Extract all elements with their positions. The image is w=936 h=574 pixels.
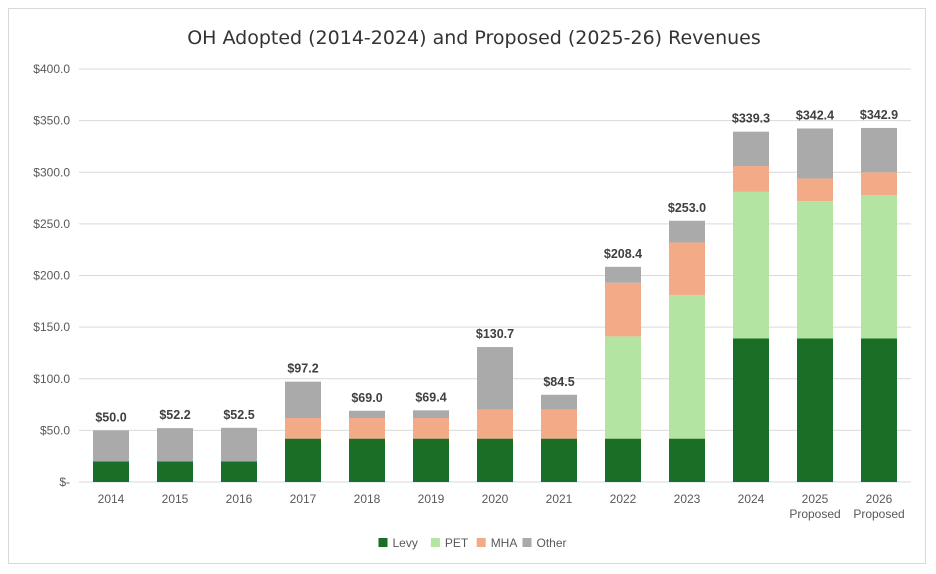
x-tick-label: 2024 — [738, 492, 765, 506]
legend-label-mha: MHA — [491, 536, 518, 550]
legend-swatch-other — [522, 538, 532, 547]
x-tick-label: Proposed — [853, 507, 904, 521]
x-tick-label: Proposed — [789, 507, 840, 521]
bar-segment-other — [157, 428, 193, 462]
y-tick-label: $250.0 — [33, 217, 70, 231]
bar-segment-pet — [669, 295, 705, 439]
bar-segment-mha — [733, 166, 769, 192]
bar-segment-mha — [477, 409, 513, 439]
bar-segment-levy — [605, 438, 641, 482]
bar-segment-other — [669, 220, 705, 243]
total-label: $342.9 — [860, 108, 898, 122]
bar-segment-levy — [669, 438, 705, 482]
bar-segment-other — [93, 430, 129, 462]
bar-segment-other — [349, 410, 385, 418]
chart-frame: OH Adopted (2014-2024) and Proposed (202… — [8, 8, 926, 564]
x-tick-label: 2018 — [354, 492, 381, 506]
bar-segment-other — [861, 127, 897, 173]
chart: OH Adopted (2014-2024) and Proposed (202… — [33, 27, 911, 550]
x-tick-label: 2019 — [418, 492, 445, 506]
bar-segment-mha — [861, 172, 897, 195]
y-tick-label: $400.0 — [33, 62, 70, 76]
total-label: $84.5 — [543, 375, 574, 389]
x-tick-label: 2023 — [674, 492, 701, 506]
x-tick-label: 2021 — [546, 492, 573, 506]
total-label: $97.2 — [287, 362, 318, 376]
gridlines — [79, 68, 911, 483]
x-tick-label: 2015 — [162, 492, 189, 506]
legend-swatch-mha — [476, 538, 486, 547]
bar-segment-mha — [541, 409, 577, 439]
bar-segment-other — [221, 427, 257, 462]
y-tick-label: $200.0 — [33, 269, 70, 283]
legend-swatch-pet — [430, 538, 440, 547]
bar-segment-other — [285, 381, 321, 418]
legend-label-levy: Levy — [393, 536, 418, 550]
bar-segment-other — [477, 347, 513, 410]
legend-swatch-levy — [378, 538, 388, 547]
bar-segment-pet — [733, 191, 769, 339]
total-label: $342.4 — [796, 108, 834, 122]
chart-title: OH Adopted (2014-2024) and Proposed (202… — [187, 27, 761, 49]
x-axis-ticks: 2014 2015 2016 2017 2018 2019 2020 2021 2022 2023… — [98, 492, 905, 521]
bars — [93, 127, 897, 482]
bar-segment-other — [541, 394, 577, 410]
bar-segment-levy — [477, 438, 513, 482]
legend-label-other: Other — [537, 536, 567, 550]
bar-segment-mha — [797, 178, 833, 202]
total-label: $50.0 — [95, 410, 126, 424]
y-tick-label: $300.0 — [33, 165, 70, 179]
bar-segment-levy — [285, 438, 321, 482]
legend-label-pet: PET — [445, 536, 469, 550]
bar-segment-levy — [861, 338, 897, 482]
bar-segment-levy — [541, 438, 577, 482]
bar-segment-mha — [605, 282, 641, 337]
y-tick-label: $100.0 — [33, 372, 70, 386]
bar-segment-mha — [669, 242, 705, 296]
total-labels: $50.0 $52.2 $52.5 $97.2 $69.0 $69.4 $130.7 $84.… — [95, 108, 898, 424]
bar-segment-other — [605, 266, 641, 283]
total-label: $52.2 — [159, 408, 190, 422]
bar-segment-mha — [413, 417, 449, 439]
bar-segment-other — [797, 128, 833, 179]
bar-segment-levy — [221, 461, 257, 482]
x-tick-label: 2026 — [866, 492, 893, 506]
bar-segment-levy — [797, 338, 833, 482]
bar-segment-levy — [413, 438, 449, 482]
y-axis-ticks: $- $50.0 $100.0 $150.0 $200.0 $250.0 $300.0 $35… — [33, 62, 70, 489]
y-tick-label: $50.0 — [40, 423, 70, 437]
bar-segment-levy — [93, 461, 129, 482]
total-label: $130.7 — [476, 327, 514, 341]
bar-segment-pet — [797, 201, 833, 339]
x-tick-label: 2025 — [802, 492, 829, 506]
legend: Levy PET MHA Other — [378, 536, 567, 550]
x-tick-label: 2014 — [98, 492, 125, 506]
total-label: $253.0 — [668, 201, 706, 215]
x-tick-label: 2017 — [290, 492, 317, 506]
total-label: $69.4 — [415, 390, 446, 404]
bar-segment-mha — [285, 417, 321, 439]
x-tick-label: 2022 — [610, 492, 637, 506]
bar-segment-levy — [349, 438, 385, 482]
bar-segment-pet — [861, 194, 897, 339]
total-label: $339.3 — [732, 112, 770, 126]
y-tick-label: $- — [59, 475, 70, 489]
bar-segment-pet — [605, 336, 641, 439]
bar-segment-other — [413, 410, 449, 418]
bar-segment-levy — [733, 338, 769, 482]
x-tick-label: 2020 — [482, 492, 509, 506]
total-label: $52.5 — [223, 408, 254, 422]
y-tick-label: $150.0 — [33, 320, 70, 334]
x-tick-label: 2016 — [226, 492, 253, 506]
bar-segment-mha — [349, 417, 385, 439]
bar-segment-other — [733, 131, 769, 167]
bar-segment-levy — [157, 461, 193, 482]
y-tick-label: $350.0 — [33, 114, 70, 128]
total-label: $208.4 — [604, 247, 642, 261]
total-label: $69.0 — [351, 391, 382, 405]
